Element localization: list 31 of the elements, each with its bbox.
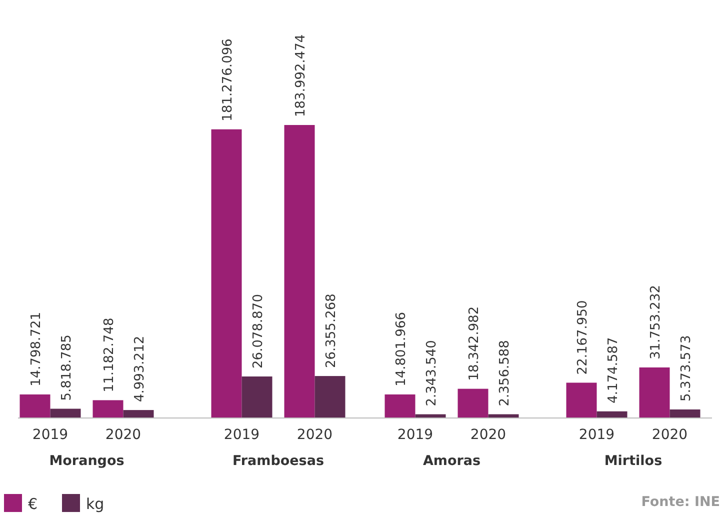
legend-label: € [28, 495, 38, 513]
x-tick-label: 2020 [105, 427, 142, 443]
x-tick-label: 2020 [652, 427, 688, 443]
data-label: 26.078.870 [251, 294, 266, 368]
x-tick-label: 2019 [224, 427, 260, 443]
data-label: 31.753.232 [648, 284, 664, 360]
x-tick-label: 2020 [296, 427, 333, 443]
text: Framboesas [232, 453, 324, 469]
data-label: 18.342.982 [467, 306, 482, 381]
data-label: 2.356.588 [498, 340, 512, 406]
data-label: 11.182.748 [102, 318, 117, 392]
data-label: 181.276.096 [220, 38, 236, 122]
data-label: 26.355.268 [324, 294, 339, 368]
data-label: 5.818.785 [60, 334, 74, 401]
data-label: 183.992.474 [294, 34, 308, 117]
legend-label: kg [86, 495, 104, 513]
data-label: 14.801.966 [394, 312, 409, 386]
x-tick-label: 2019 [578, 427, 615, 443]
data-label: 5.373.573 [679, 335, 694, 402]
data-label: 4.174.587 [606, 337, 621, 404]
x-tick-label: 2020 [470, 427, 506, 443]
data-label: 2.343.540 [424, 340, 440, 406]
x-tick-label: 2019 [32, 427, 68, 443]
text: Amoras [422, 453, 481, 469]
x-tick-label: 2019 [397, 427, 434, 443]
data-label: 22.167.950 [576, 300, 590, 375]
data-label: 4.993.212 [132, 336, 148, 402]
source-note: Fonte: INE [641, 494, 720, 510]
data-label: 14.798.721 [29, 312, 44, 386]
text: Mirtilos [604, 453, 662, 469]
text: Morangos [49, 453, 124, 469]
